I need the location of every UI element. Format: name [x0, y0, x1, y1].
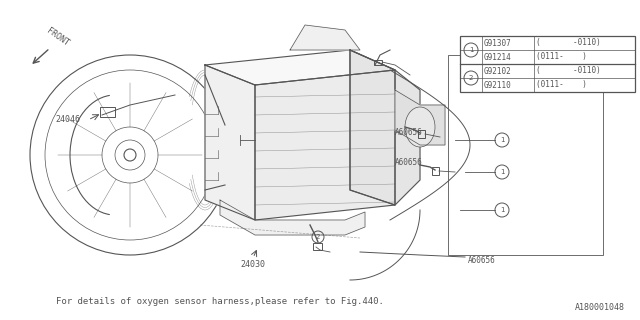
Polygon shape	[350, 50, 395, 205]
Ellipse shape	[405, 107, 435, 147]
Text: G92102: G92102	[484, 67, 512, 76]
Text: For details of oxygen sensor harness,please refer to Fig.440.: For details of oxygen sensor harness,ple…	[56, 297, 384, 306]
Text: 24030: 24030	[240, 260, 265, 269]
Bar	[448, 55, 603, 255]
Text: (       ‐0110): ( ‐0110)	[536, 38, 601, 47]
Bar	[374, 60, 382, 65]
Polygon shape	[205, 65, 255, 220]
Text: (0111-    ): (0111- )	[536, 81, 587, 90]
Bar	[418, 130, 425, 138]
Bar	[100, 107, 115, 117]
Bar	[313, 243, 322, 250]
Text: 1: 1	[500, 137, 504, 143]
Polygon shape	[220, 200, 365, 235]
Bar	[432, 167, 439, 175]
Text: G91307: G91307	[484, 38, 512, 47]
Text: 2: 2	[316, 234, 320, 240]
Text: FRONT: FRONT	[45, 26, 70, 48]
Polygon shape	[350, 50, 420, 205]
Polygon shape	[395, 90, 445, 145]
Text: G91214: G91214	[484, 52, 512, 61]
Text: G92110: G92110	[484, 81, 512, 90]
Polygon shape	[205, 50, 395, 85]
Text: (       ‐0110): ( ‐0110)	[536, 67, 601, 76]
Polygon shape	[255, 70, 395, 220]
Text: 1: 1	[468, 47, 473, 53]
Text: A60656: A60656	[395, 158, 423, 167]
Text: 2: 2	[469, 75, 473, 81]
Text: 1: 1	[500, 169, 504, 175]
Text: 1: 1	[500, 207, 504, 213]
Text: A60656: A60656	[468, 256, 496, 265]
Bar	[460, 36, 635, 92]
Text: (0111-    ): (0111- )	[536, 52, 587, 61]
Text: 24046: 24046	[55, 115, 80, 124]
Polygon shape	[290, 25, 360, 50]
Text: A60656: A60656	[395, 128, 423, 137]
Text: A180001048: A180001048	[575, 303, 625, 312]
